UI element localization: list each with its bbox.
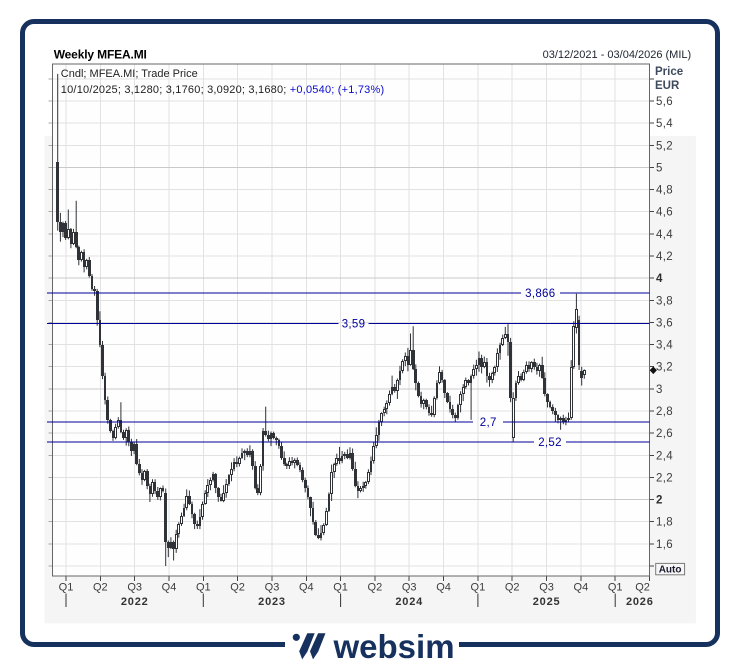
svg-text:Q4: Q4 (436, 582, 451, 594)
svg-text:2022: 2022 (121, 596, 149, 608)
svg-text:Weekly MFEA.MI: Weekly MFEA.MI (54, 47, 147, 61)
svg-text:5,6: 5,6 (656, 96, 673, 108)
svg-text:2,6: 2,6 (656, 428, 673, 440)
svg-text:10/10/2025; 3,1280; 3,1760; 3,: 10/10/2025; 3,1280; 3,1760; 3,0920; 3,16… (61, 84, 385, 96)
svg-text:3: 3 (656, 384, 663, 396)
svg-text:4: 4 (656, 273, 663, 285)
svg-text:Q3: Q3 (265, 582, 280, 594)
svg-text:Q1: Q1 (333, 582, 348, 594)
svg-text:Cndl; MFEA.MI; Trade Price: Cndl; MFEA.MI; Trade Price (61, 68, 198, 80)
svg-text:2,4: 2,4 (656, 450, 673, 462)
svg-text:Q1: Q1 (608, 582, 623, 594)
svg-text:Price: Price (655, 66, 683, 78)
svg-text:3,59: 3,59 (342, 319, 366, 331)
svg-text:2,2: 2,2 (656, 472, 673, 484)
svg-text:Q3: Q3 (402, 582, 417, 594)
svg-text:5,4: 5,4 (656, 118, 673, 130)
svg-text:websim: websim (333, 628, 455, 665)
svg-text:Q2: Q2 (230, 582, 245, 594)
svg-text:1,8: 1,8 (656, 517, 673, 529)
svg-text:4,2: 4,2 (656, 251, 673, 263)
svg-text:Q4: Q4 (162, 582, 177, 594)
svg-text:03/12/2021 - 03/04/2026 (MIL): 03/12/2021 - 03/04/2026 (MIL) (543, 49, 692, 61)
svg-text:2024: 2024 (395, 596, 423, 608)
svg-text:2: 2 (656, 495, 663, 507)
svg-text:3,866: 3,866 (525, 288, 555, 300)
svg-text:Q2: Q2 (505, 582, 520, 594)
svg-text:Q1: Q1 (59, 582, 74, 594)
svg-text:Q4: Q4 (574, 582, 589, 594)
svg-text:2,8: 2,8 (656, 406, 673, 418)
svg-text:3,2: 3,2 (656, 362, 673, 374)
svg-text:Q1: Q1 (196, 582, 211, 594)
svg-text:3,8: 3,8 (656, 295, 673, 307)
svg-text:2,52: 2,52 (538, 437, 562, 449)
svg-text:Q2: Q2 (93, 582, 108, 594)
svg-text:Q2: Q2 (368, 582, 383, 594)
svg-text:2025: 2025 (533, 596, 561, 608)
svg-text:4,6: 4,6 (656, 207, 673, 219)
svg-text:Q2: Q2 (635, 582, 650, 594)
svg-text:3,6: 3,6 (656, 317, 673, 329)
svg-text:5: 5 (656, 163, 663, 175)
svg-text:Q3: Q3 (539, 582, 554, 594)
svg-text:2,7: 2,7 (480, 417, 497, 429)
svg-text:Auto: Auto (659, 565, 682, 576)
svg-text:Q1: Q1 (471, 582, 486, 594)
svg-text:2023: 2023 (258, 596, 286, 608)
svg-text:4,4: 4,4 (656, 229, 673, 241)
svg-text:1,6: 1,6 (656, 539, 673, 551)
svg-text:EUR: EUR (655, 80, 680, 92)
svg-text:Q4: Q4 (299, 582, 314, 594)
svg-text:5,2: 5,2 (656, 140, 673, 152)
svg-text:4,8: 4,8 (656, 185, 673, 197)
svg-text:Q3: Q3 (127, 582, 142, 594)
svg-text:2026: 2026 (626, 596, 654, 608)
svg-text:3,4: 3,4 (656, 340, 673, 352)
